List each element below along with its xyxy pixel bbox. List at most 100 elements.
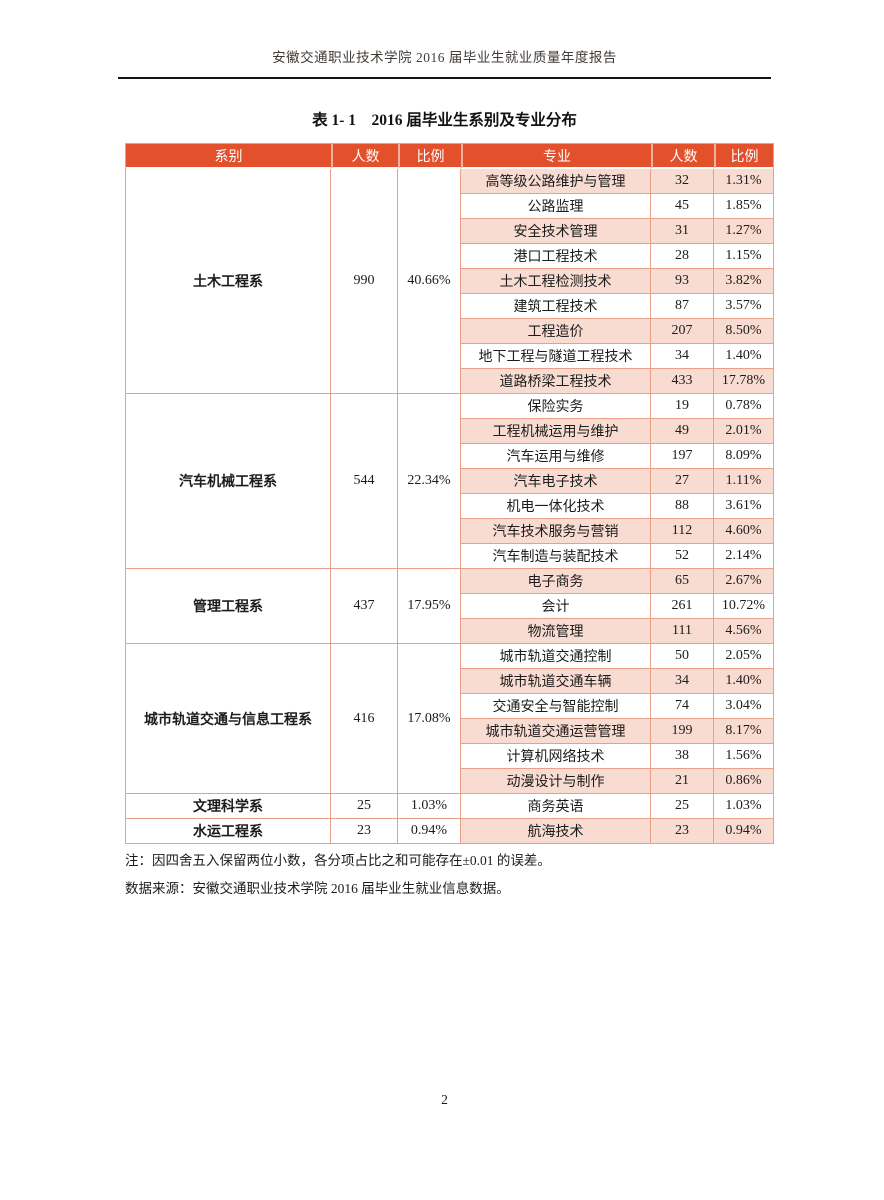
major-ratio-cell: 1.27% xyxy=(714,219,773,244)
major-count-cell: 34 xyxy=(651,344,714,369)
department-ratio-cell: 0.94% xyxy=(398,819,461,843)
department-ratio-cell: 17.08% xyxy=(398,644,461,794)
department-count-cell: 544 xyxy=(331,394,398,569)
major-count-cell: 112 xyxy=(651,519,714,544)
major-count-cell: 52 xyxy=(651,544,714,569)
department-name-cell: 汽车机械工程系 xyxy=(126,394,331,569)
major-name-cell: 会计 xyxy=(461,594,651,619)
major-ratio-cell: 8.09% xyxy=(714,444,773,469)
major-ratio-cell: 1.31% xyxy=(714,169,773,194)
major-ratio-cell: 2.67% xyxy=(714,569,773,594)
major-count-cell: 261 xyxy=(651,594,714,619)
major-name-cell: 机电一体化技术 xyxy=(461,494,651,519)
department-name-cell: 文理科学系 xyxy=(126,794,331,819)
major-name-cell: 保险实务 xyxy=(461,394,651,419)
major-count-cell: 111 xyxy=(651,619,714,644)
major-name-cell: 城市轨道交通控制 xyxy=(461,644,651,669)
major-count-cell: 88 xyxy=(651,494,714,519)
major-count-cell: 45 xyxy=(651,194,714,219)
major-count-cell: 34 xyxy=(651,669,714,694)
table-row: 地下工程与隧道工程技术 34 1.40% xyxy=(126,344,773,369)
major-ratio-cell: 0.94% xyxy=(714,819,773,843)
department-count-cell: 416 xyxy=(331,644,398,794)
header-divider-rule xyxy=(118,77,771,79)
major-ratio-cell: 3.04% xyxy=(714,694,773,719)
major-count-cell: 21 xyxy=(651,769,714,794)
department-ratio-cell: 22.34% xyxy=(398,394,461,569)
page-number: 2 xyxy=(441,1092,448,1107)
major-name-cell: 高等级公路维护与管理 xyxy=(461,169,651,194)
major-name-cell: 计算机网络技术 xyxy=(461,744,651,769)
department-name-cell: 土木工程系 xyxy=(126,169,331,394)
table-row: 城市轨道交通车辆 34 1.40% xyxy=(126,669,773,694)
major-name-cell: 汽车电子技术 xyxy=(461,469,651,494)
table-row: 文理科学系 25 1.03% 商务英语 25 1.03% xyxy=(126,794,773,819)
table-row: 管理工程系 437 17.95% 电子商务 65 2.67% xyxy=(126,569,773,644)
column-header-2: 比例 xyxy=(398,144,461,169)
table-row: 动漫设计与制作 21 0.86% xyxy=(126,769,773,794)
major-count-cell: 199 xyxy=(651,719,714,744)
major-name-cell: 地下工程与隧道工程技术 xyxy=(461,344,651,369)
major-ratio-cell: 1.40% xyxy=(714,344,773,369)
column-header-5: 比例 xyxy=(714,144,773,169)
column-header-4: 人数 xyxy=(651,144,714,169)
major-ratio-cell: 3.82% xyxy=(714,269,773,294)
major-name-cell: 道路桥梁工程技术 xyxy=(461,369,651,394)
table-row: 水运工程系 23 0.94% 航海技术 23 0.94% xyxy=(126,819,773,843)
table-row: 城市轨道交通运营管理 199 8.17% xyxy=(126,719,773,744)
major-ratio-cell: 1.40% xyxy=(714,669,773,694)
major-ratio-cell: 2.05% xyxy=(714,644,773,669)
report-header-text: 安徽交通职业技术学院 2016 届毕业生就业质量年度报告 xyxy=(272,50,617,65)
major-count-cell: 65 xyxy=(651,569,714,594)
major-name-cell: 动漫设计与制作 xyxy=(461,769,651,794)
table-row: 物流管理 111 4.56% xyxy=(126,619,773,644)
major-name-cell: 工程机械运用与维护 xyxy=(461,419,651,444)
major-name-cell: 汽车运用与维修 xyxy=(461,444,651,469)
table-row: 汽车机械工程系 544 22.34% 保险实务 19 0.78% xyxy=(126,394,773,569)
major-name-cell: 汽车技术服务与营销 xyxy=(461,519,651,544)
table-note: 注：因四舍五入保留两位小数，各分项占比之和可能存在±0.01 的误差。 xyxy=(125,853,551,868)
major-ratio-cell: 2.14% xyxy=(714,544,773,569)
table-row: 汽车电子技术 27 1.11% xyxy=(126,469,773,494)
department-count-cell: 990 xyxy=(331,169,398,394)
department-ratio-cell: 40.66% xyxy=(398,169,461,394)
major-count-cell: 28 xyxy=(651,244,714,269)
table-title: 表 1- 1 2016 届毕业生系别及专业分布 xyxy=(312,112,577,129)
major-name-cell: 商务英语 xyxy=(461,794,651,819)
major-name-cell: 物流管理 xyxy=(461,619,651,644)
table-row: 土木工程系 990 40.66% 高等级公路维护与管理 32 1.31% xyxy=(126,169,773,394)
major-count-cell: 27 xyxy=(651,469,714,494)
column-header-1: 人数 xyxy=(331,144,398,169)
major-count-cell: 49 xyxy=(651,419,714,444)
table-row: 工程机械运用与维护 49 2.01% xyxy=(126,419,773,444)
table-body: 土木工程系 990 40.66% 高等级公路维护与管理 32 1.31% 公路监理 45 1.8… xyxy=(126,169,773,843)
major-count-cell: 433 xyxy=(651,369,714,394)
department-ratio-cell: 17.95% xyxy=(398,569,461,644)
column-header-3: 专业 xyxy=(461,144,651,169)
table-row: 道路桥梁工程技术 433 17.78% xyxy=(126,369,773,394)
table-row: 汽车运用与维修 197 8.09% xyxy=(126,444,773,469)
major-ratio-cell: 17.78% xyxy=(714,369,773,394)
major-ratio-cell: 1.03% xyxy=(714,794,773,819)
table-row: 公路监理 45 1.85% xyxy=(126,194,773,219)
department-name-cell: 城市轨道交通与信息工程系 xyxy=(126,644,331,794)
table-row: 会计 261 10.72% xyxy=(126,594,773,619)
major-name-cell: 工程造价 xyxy=(461,319,651,344)
table-row: 汽车制造与装配技术 52 2.14% xyxy=(126,544,773,569)
major-count-cell: 207 xyxy=(651,319,714,344)
department-count-cell: 23 xyxy=(331,819,398,843)
major-count-cell: 50 xyxy=(651,644,714,669)
major-ratio-cell: 4.56% xyxy=(714,619,773,644)
table-row: 工程造价 207 8.50% xyxy=(126,319,773,344)
major-ratio-cell: 2.01% xyxy=(714,419,773,444)
department-count-cell: 437 xyxy=(331,569,398,644)
department-ratio-cell: 1.03% xyxy=(398,794,461,819)
major-count-cell: 87 xyxy=(651,294,714,319)
department-name-cell: 管理工程系 xyxy=(126,569,331,644)
major-name-cell: 城市轨道交通车辆 xyxy=(461,669,651,694)
department-count-cell: 25 xyxy=(331,794,398,819)
graduates-distribution-table: 系别 人数 比例 专业 人数 比例 土木工程系 990 40.66% 高等级公路维护与管理 32 1… xyxy=(125,143,774,844)
major-name-cell: 交通安全与智能控制 xyxy=(461,694,651,719)
major-name-cell: 港口工程技术 xyxy=(461,244,651,269)
